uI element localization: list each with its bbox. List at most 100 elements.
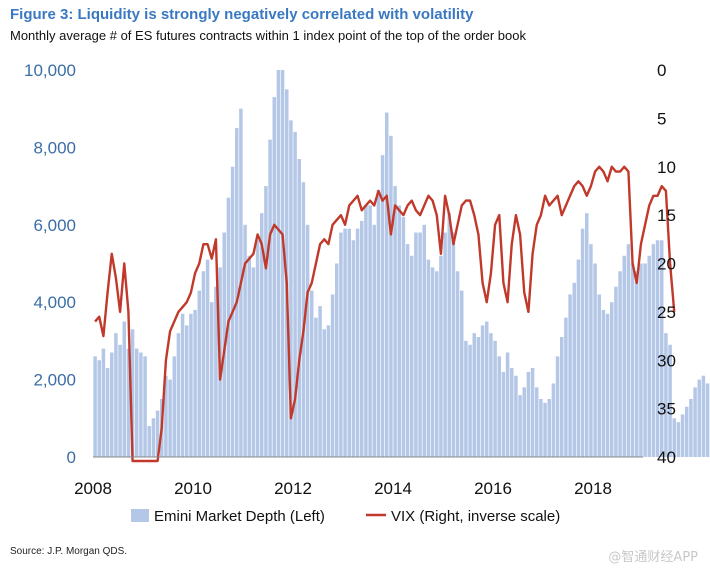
bar — [243, 224, 247, 457]
bar — [280, 70, 285, 457]
bar — [493, 340, 497, 457]
bar — [514, 375, 518, 457]
bar — [118, 344, 122, 457]
bar — [210, 302, 214, 457]
bar — [705, 383, 710, 457]
bar — [393, 186, 397, 457]
bar — [443, 232, 447, 457]
bar — [597, 294, 601, 457]
right-tick-label: 35 — [657, 400, 676, 419]
legend: Emini Market Depth (Left) VIX (Right, in… — [131, 508, 560, 525]
bar — [380, 155, 385, 457]
left-tick-label: 4,000 — [33, 293, 76, 312]
bar — [205, 259, 210, 457]
bar — [272, 97, 276, 457]
bar — [422, 224, 426, 457]
bar — [185, 325, 189, 457]
bar — [101, 348, 106, 457]
bar — [339, 232, 343, 457]
bar — [497, 356, 501, 457]
bar — [97, 360, 101, 457]
bar — [401, 217, 406, 457]
bar — [501, 371, 506, 457]
bar — [93, 356, 97, 457]
bar — [676, 422, 681, 457]
bar — [193, 309, 197, 457]
bar — [168, 379, 172, 457]
bar — [639, 263, 643, 457]
bar — [430, 267, 435, 457]
right-tick-label: 10 — [657, 158, 676, 177]
bar — [235, 128, 239, 458]
bar — [630, 263, 635, 457]
bar — [176, 333, 181, 457]
bar — [439, 255, 443, 457]
bar — [543, 402, 547, 457]
bar — [376, 189, 381, 457]
bar — [655, 240, 660, 457]
bar — [472, 333, 476, 457]
bar — [455, 271, 460, 457]
chart-title: Figure 3: Liquidity is strongly negative… — [10, 6, 474, 23]
left-tick-label: 2,000 — [33, 371, 76, 390]
bar — [264, 186, 268, 457]
bar — [464, 340, 468, 457]
chart-subtitle: Monthly average # of ES futures contract… — [10, 28, 526, 43]
bar — [410, 255, 414, 457]
bar — [560, 337, 564, 457]
bar — [139, 352, 143, 457]
legend-bar-label: Emini Market Depth (Left) — [154, 508, 325, 525]
bar — [260, 213, 264, 457]
bar — [547, 398, 551, 457]
bar — [618, 271, 622, 457]
x-tick-label: 2008 — [74, 479, 112, 498]
bar — [351, 240, 356, 457]
right-axis: 0 5 10 15 20 25 30 35 40 — [657, 61, 676, 467]
vix-line — [94, 165, 676, 463]
bar — [614, 286, 618, 457]
bar — [330, 294, 335, 457]
bar — [668, 344, 672, 457]
bar — [530, 367, 535, 457]
bar — [355, 228, 360, 457]
bar — [126, 348, 131, 457]
bar — [147, 426, 151, 457]
bar-series — [93, 70, 710, 458]
bar — [622, 255, 626, 457]
bar — [510, 367, 514, 457]
bar — [476, 337, 481, 457]
x-tick-label: 2016 — [474, 479, 512, 498]
bar — [164, 375, 168, 457]
left-tick-label: 6,000 — [33, 216, 76, 235]
bar — [610, 302, 614, 457]
bar — [251, 267, 256, 457]
bar — [297, 159, 301, 457]
bar — [526, 371, 531, 457]
bar — [397, 205, 401, 457]
right-tick-label: 15 — [657, 206, 676, 225]
bar — [701, 375, 706, 457]
bar — [480, 325, 485, 457]
bar — [214, 286, 218, 457]
bar — [405, 244, 410, 457]
bar — [385, 112, 389, 457]
bar — [460, 290, 464, 457]
bar — [447, 213, 451, 457]
bar — [643, 263, 647, 457]
x-tick-label: 2012 — [274, 479, 312, 498]
bar — [647, 255, 651, 457]
x-tick-label: 2014 — [374, 479, 412, 498]
bar — [289, 120, 293, 457]
right-tick-label: 20 — [657, 255, 676, 274]
bar — [605, 313, 610, 457]
bar — [135, 348, 139, 457]
bar — [651, 244, 656, 457]
x-axis: 2008 2010 2012 2014 2016 2018 — [74, 479, 612, 498]
bar — [555, 356, 560, 457]
bar — [414, 232, 418, 457]
bar — [110, 352, 114, 457]
bar — [585, 213, 589, 457]
bar — [689, 398, 693, 457]
bar — [268, 139, 272, 457]
left-tick-label: 8,000 — [33, 138, 76, 157]
